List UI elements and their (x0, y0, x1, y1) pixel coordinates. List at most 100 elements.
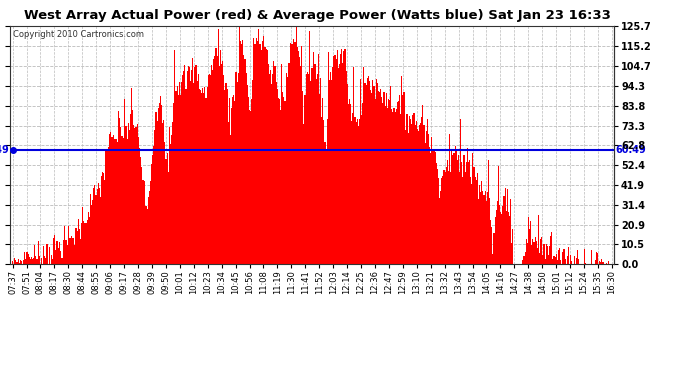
Bar (233, 95, 235, 264)
Bar (575, 258, 577, 264)
Bar (235, 72, 237, 264)
Bar (218, 29, 219, 264)
Bar (152, 155, 153, 264)
Bar (238, 73, 239, 264)
Bar (33, 258, 34, 264)
Text: 60.49: 60.49 (0, 145, 9, 155)
Bar (144, 181, 146, 264)
Bar (578, 259, 579, 264)
Bar (202, 88, 204, 264)
Bar (186, 70, 188, 264)
Bar (251, 99, 252, 264)
Bar (75, 228, 77, 264)
Bar (286, 77, 288, 264)
Bar (268, 64, 269, 264)
Bar (501, 214, 502, 264)
Bar (421, 117, 422, 264)
Bar (129, 130, 130, 264)
Bar (261, 50, 262, 264)
Bar (221, 64, 222, 264)
Bar (464, 172, 466, 264)
Bar (206, 87, 208, 264)
Bar (170, 144, 171, 264)
Bar (92, 200, 93, 264)
Bar (91, 205, 92, 264)
Bar (224, 90, 226, 264)
Bar (273, 61, 275, 264)
Bar (81, 223, 82, 264)
Bar (266, 50, 268, 264)
Bar (306, 72, 308, 264)
Bar (130, 114, 131, 264)
Bar (62, 258, 63, 264)
Bar (551, 232, 553, 264)
Bar (506, 189, 508, 264)
Bar (63, 240, 64, 264)
Bar (470, 177, 471, 264)
Bar (241, 44, 242, 264)
Bar (500, 212, 501, 264)
Bar (271, 84, 273, 264)
Bar (544, 259, 546, 264)
Bar (35, 256, 37, 264)
Bar (350, 104, 351, 264)
Bar (191, 70, 192, 264)
Bar (301, 46, 302, 264)
Bar (498, 166, 499, 264)
Bar (449, 134, 450, 264)
Bar (344, 49, 346, 264)
Bar (408, 133, 409, 264)
Bar (200, 90, 201, 264)
Bar (84, 223, 86, 264)
Bar (137, 137, 139, 264)
Bar (212, 70, 213, 264)
Bar (161, 105, 162, 264)
Bar (539, 253, 540, 264)
Bar (510, 199, 511, 264)
Text: Copyright 2010 Cartronics.com: Copyright 2010 Cartronics.com (13, 30, 144, 39)
Bar (457, 160, 458, 264)
Bar (535, 241, 537, 264)
Bar (424, 143, 426, 264)
Bar (93, 188, 95, 264)
Bar (88, 212, 89, 264)
Bar (293, 39, 295, 264)
Bar (239, 26, 240, 264)
Bar (479, 185, 480, 264)
Bar (231, 108, 232, 264)
Bar (178, 95, 179, 264)
Bar (433, 150, 435, 264)
Bar (86, 220, 88, 264)
Bar (278, 98, 279, 264)
Bar (151, 164, 152, 264)
Bar (110, 132, 111, 264)
Bar (272, 74, 273, 264)
Bar (315, 79, 317, 264)
Bar (43, 246, 44, 264)
Bar (232, 97, 233, 264)
Bar (132, 110, 133, 264)
Bar (420, 123, 421, 264)
Bar (262, 41, 264, 264)
Bar (402, 96, 404, 264)
Bar (71, 237, 72, 264)
Bar (459, 172, 460, 264)
Bar (555, 254, 557, 264)
Bar (602, 262, 604, 264)
Bar (466, 162, 467, 264)
Bar (397, 102, 398, 264)
Bar (222, 61, 224, 264)
Bar (430, 153, 431, 264)
Bar (313, 53, 315, 264)
Bar (389, 100, 390, 264)
Bar (248, 97, 249, 264)
Bar (169, 128, 170, 264)
Bar (117, 142, 118, 264)
Bar (358, 126, 359, 264)
Bar (342, 63, 344, 264)
Bar (542, 255, 544, 264)
Bar (39, 256, 40, 264)
Bar (491, 227, 493, 264)
Bar (537, 248, 538, 264)
Bar (497, 201, 498, 264)
